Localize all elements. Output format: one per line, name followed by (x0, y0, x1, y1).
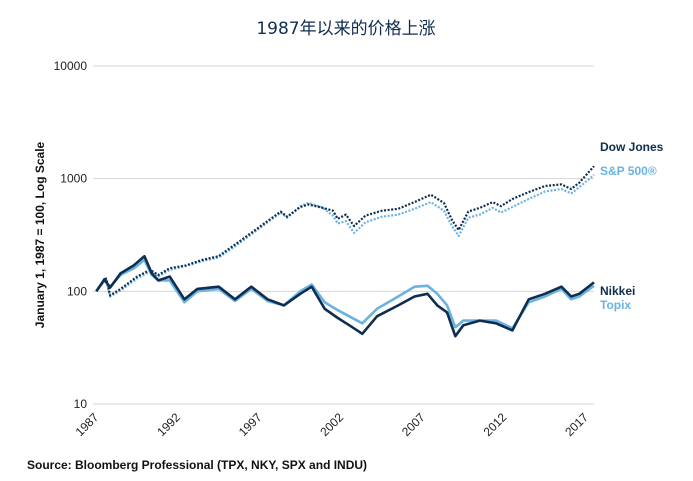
legend-label: S&P 500® (600, 164, 657, 178)
x-tick-label: 2007 (399, 410, 428, 439)
series-line-dow-jones (95, 165, 595, 297)
grid-lines (93, 65, 594, 405)
x-tick-label: 2012 (481, 410, 510, 439)
legend-label: Topix (600, 298, 631, 312)
series-line-nikkei (95, 254, 595, 338)
series-lines (95, 165, 595, 338)
y-tick-label: 10000 (54, 59, 88, 73)
y-axis-label: January 1, 1987 = 100, Log Scale (33, 141, 47, 328)
x-tick-labels: 1987 1992 1997 2002 2007 2012 2017 (73, 410, 592, 439)
x-tick-label: 2017 (562, 410, 591, 439)
x-tick-label: 1987 (73, 410, 102, 439)
legend-label: Dow Jones (600, 140, 664, 154)
y-tick-label: 1000 (60, 172, 87, 186)
y-tick-label: 100 (67, 284, 87, 298)
x-tick-label: 1997 (236, 410, 265, 439)
legend-label: Nikkei (600, 284, 635, 298)
x-tick-label: 2002 (317, 410, 346, 439)
y-tick-labels: 10 100 1000 10000 (54, 59, 88, 411)
source-note: Source: Bloomberg Professional (TPX, NKY… (27, 458, 367, 472)
x-tick-label: 1992 (154, 410, 183, 439)
y-tick-label: 10 (74, 397, 88, 411)
chart-title: 1987年以来的价格上涨 (256, 19, 435, 39)
series-line-s-p-500 (95, 174, 595, 298)
